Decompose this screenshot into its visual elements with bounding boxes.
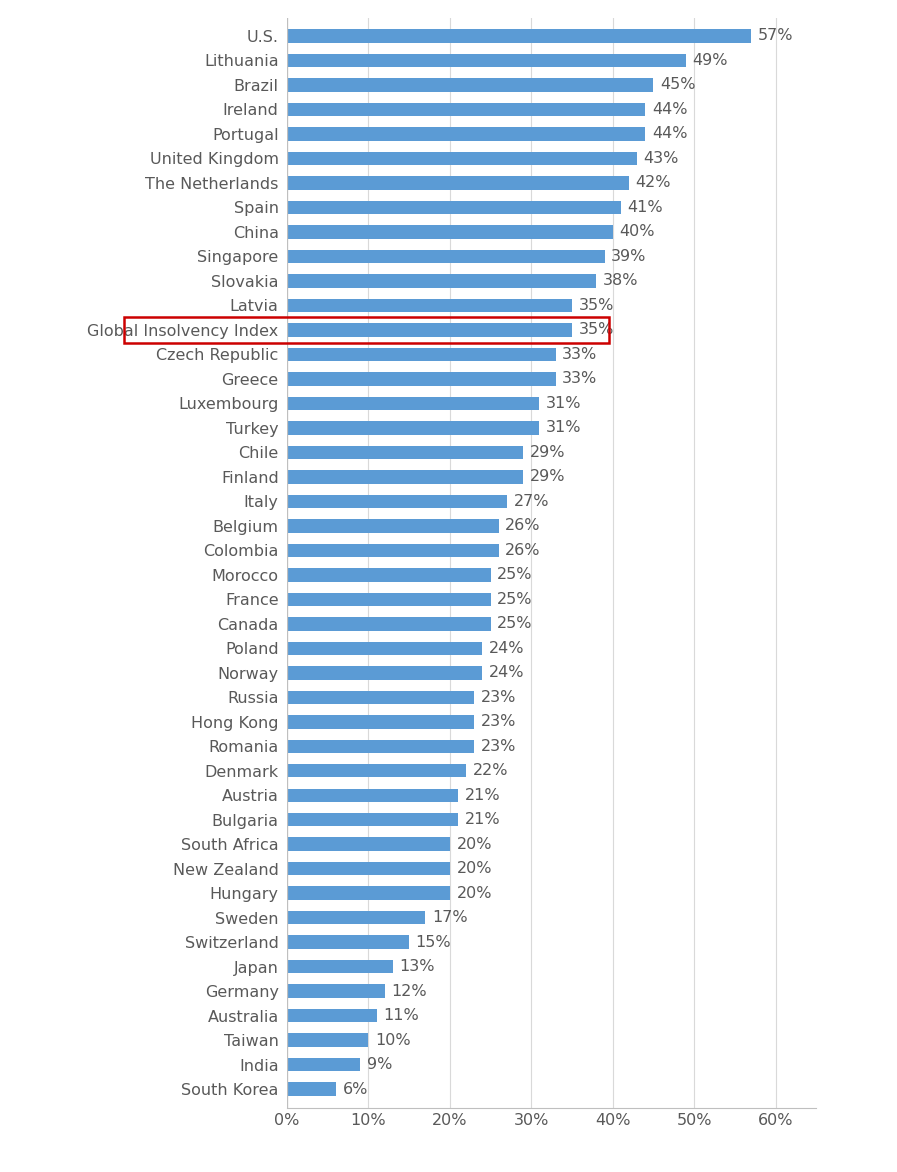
Text: 22%: 22% (473, 763, 509, 778)
Text: 12%: 12% (391, 983, 427, 999)
Bar (287, 960, 393, 974)
Bar (287, 544, 499, 557)
Text: 23%: 23% (481, 714, 516, 729)
Bar (287, 421, 539, 435)
Text: 21%: 21% (465, 788, 501, 803)
Text: 20%: 20% (457, 886, 492, 901)
Text: 49%: 49% (692, 53, 728, 68)
Bar (287, 715, 475, 729)
Bar (287, 103, 645, 116)
Bar (287, 984, 385, 997)
Bar (287, 323, 572, 336)
Bar (287, 128, 645, 141)
Bar (287, 79, 653, 91)
Text: 23%: 23% (481, 738, 516, 754)
Bar (287, 593, 491, 606)
Text: 20%: 20% (457, 837, 492, 852)
Bar (287, 861, 450, 875)
Text: 15%: 15% (415, 935, 451, 949)
Text: 25%: 25% (497, 616, 533, 632)
Bar (287, 29, 751, 42)
Bar (287, 1009, 377, 1022)
Bar (287, 935, 409, 949)
Bar (287, 495, 507, 507)
Bar (287, 886, 450, 900)
Text: 20%: 20% (457, 861, 492, 877)
Text: 39%: 39% (611, 248, 647, 264)
Text: 6%: 6% (343, 1082, 368, 1097)
Bar (287, 225, 613, 239)
Text: 33%: 33% (562, 347, 597, 362)
Bar (287, 1083, 335, 1096)
Bar (124, 318, 609, 342)
Text: 33%: 33% (562, 372, 597, 387)
Text: 25%: 25% (497, 567, 533, 582)
Bar (287, 1058, 361, 1071)
Text: 31%: 31% (546, 421, 581, 435)
Bar (287, 470, 523, 484)
Text: 57%: 57% (758, 28, 793, 43)
Text: 23%: 23% (481, 690, 516, 704)
Text: 43%: 43% (644, 151, 679, 166)
Text: 27%: 27% (513, 493, 549, 509)
Text: 42%: 42% (635, 176, 671, 190)
Bar (287, 396, 539, 410)
Text: 24%: 24% (489, 641, 525, 656)
Text: 40%: 40% (619, 224, 655, 239)
Text: 25%: 25% (497, 592, 533, 607)
Bar (287, 616, 491, 631)
Text: 21%: 21% (465, 812, 501, 827)
Bar (287, 789, 458, 802)
Bar (287, 299, 572, 312)
Bar (287, 200, 621, 214)
Bar (287, 641, 483, 655)
Text: 17%: 17% (432, 911, 467, 925)
Bar (287, 666, 483, 680)
Bar (287, 764, 466, 777)
Bar (287, 373, 556, 386)
Text: 13%: 13% (399, 959, 435, 974)
Text: 10%: 10% (375, 1033, 411, 1048)
Bar (287, 445, 523, 459)
Bar (287, 151, 637, 165)
Bar (287, 176, 629, 190)
Bar (287, 54, 686, 67)
Bar (287, 568, 491, 581)
Bar (287, 690, 475, 704)
Text: 26%: 26% (505, 543, 541, 558)
Text: 45%: 45% (660, 77, 695, 93)
Text: 11%: 11% (383, 1008, 419, 1023)
Text: 29%: 29% (529, 469, 565, 484)
Bar (287, 274, 597, 287)
Bar (287, 740, 475, 752)
Text: 31%: 31% (546, 396, 581, 411)
Bar (287, 1034, 369, 1047)
Text: 35%: 35% (579, 298, 614, 313)
Bar (287, 813, 458, 826)
Text: 44%: 44% (652, 127, 687, 142)
Bar (287, 250, 605, 264)
Text: 26%: 26% (505, 518, 541, 533)
Text: 44%: 44% (652, 102, 687, 117)
Text: 41%: 41% (627, 200, 663, 214)
Text: 35%: 35% (579, 322, 614, 338)
Bar (287, 519, 499, 532)
Bar (287, 911, 425, 925)
Text: 38%: 38% (603, 273, 639, 288)
Text: 29%: 29% (529, 445, 565, 459)
Bar (287, 348, 556, 361)
Text: 24%: 24% (489, 666, 525, 680)
Text: 9%: 9% (367, 1057, 392, 1072)
Bar (287, 838, 450, 851)
